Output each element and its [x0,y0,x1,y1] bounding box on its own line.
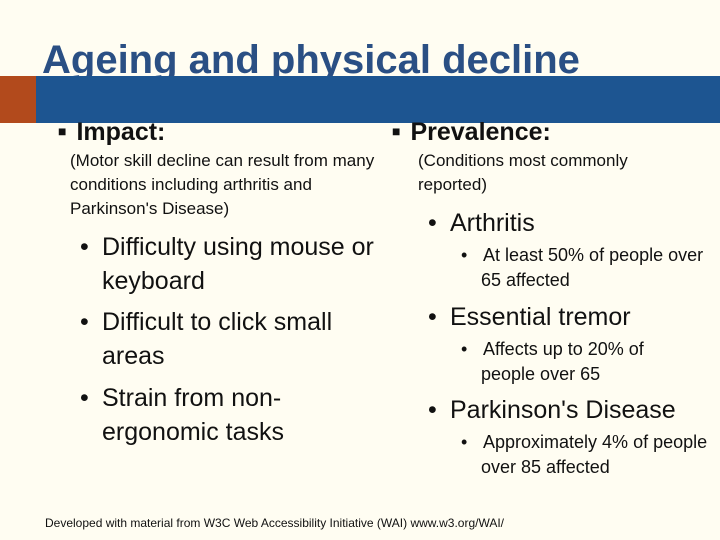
slide-title: Ageing and physical decline [42,38,580,82]
list-item: • Approximately 4% of people over 85 affe… [461,430,720,480]
prevalence-item-1: Arthritis [450,209,535,237]
dot-bullet-icon: • [461,245,468,265]
list-item: • Arthritis [428,206,720,240]
list-item: • Affects up to 20% of people over 65 [461,337,701,387]
square-bullet-icon: ■ [58,123,67,139]
prevalence-heading-label: Prevalence: [410,118,551,146]
list-item: • Strain from non-ergonomic tasks [80,381,342,449]
dot-bullet-icon: • [80,308,89,336]
prevalence-detail-2: Affects up to 20% of people over 65 [481,339,644,384]
prevalence-heading: ■ Prevalence: [392,118,551,147]
title-band [0,76,720,123]
impact-heading: ■ Impact: [58,118,165,147]
dot-bullet-icon: • [80,233,89,261]
dot-bullet-icon: • [80,384,89,412]
dot-bullet-icon: • [461,339,468,359]
dot-bullet-icon: • [461,432,468,452]
impact-heading-label: Impact: [76,118,166,146]
prevalence-item-2: Essential tremor [450,303,631,331]
impact-bullet-2: Difficult to click small areas [102,308,333,370]
square-bullet-icon: ■ [392,123,401,139]
list-item: • At least 50% of people over 65 affected [461,243,720,293]
list-item: • Parkinson's Disease [428,393,720,427]
prevalence-detail-1: At least 50% of people over 65 affected [481,245,704,290]
list-item: • Difficult to click small areas [80,305,392,373]
prevalence-detail-3: Approximately 4% of people over 85 affec… [481,432,708,477]
impact-note: (Motor skill decline can result from man… [70,151,375,218]
impact-bullet-1: Difficulty using mouse or keyboard [102,233,374,295]
dot-bullet-icon: • [428,303,437,331]
dot-bullet-icon: • [428,396,437,424]
title-band-accent [0,76,36,123]
prevalence-note: (Conditions most commonly reported) [418,151,628,194]
prevalence-item-3: Parkinson's Disease [450,396,676,424]
impact-bullet-3: Strain from non-ergonomic tasks [102,384,285,446]
footer-credit: Developed with material from W3C Web Acc… [45,516,505,530]
list-item: • Essential tremor [428,300,720,334]
dot-bullet-icon: • [428,209,437,237]
list-item: • Difficulty using mouse or keyboard [80,230,392,298]
